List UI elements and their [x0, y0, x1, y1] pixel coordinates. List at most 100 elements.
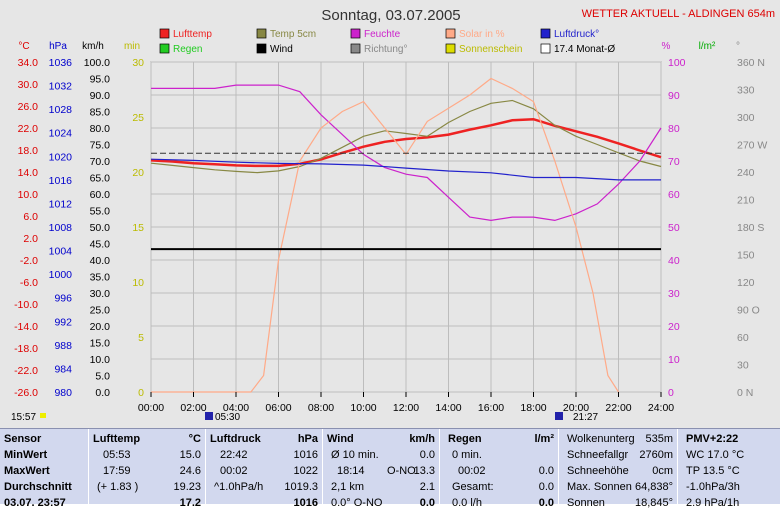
- sunset-icon: [555, 412, 563, 420]
- lufttemp-trend: (+ 1.83 ): [97, 481, 139, 493]
- sunrise-icon: [205, 412, 213, 420]
- pressure-tick: 1036: [49, 57, 73, 69]
- direction-tick: 210: [737, 195, 755, 207]
- legend-swatch: [350, 43, 361, 54]
- sun-tick: 0: [138, 387, 144, 399]
- stats-table: Sensor MinWert MaxWert Durchschnitt 03.0…: [0, 428, 780, 509]
- left-marker-icon: [40, 413, 46, 418]
- wind-tick: 55.0: [90, 206, 111, 218]
- rain-unit: l/m²: [699, 41, 716, 52]
- wind-tick: 75.0: [90, 140, 111, 152]
- regen-total: 0.0: [538, 481, 554, 493]
- legend-swatch: [256, 43, 267, 54]
- regen-duration: 0 min.: [452, 449, 482, 461]
- temp-tick: 2.0: [23, 233, 38, 245]
- pressure-tick: 988: [54, 340, 72, 352]
- snow-depth: 0cm: [652, 465, 673, 477]
- wind-tick: 95.0: [90, 74, 111, 86]
- wind-tick: 0.0: [95, 387, 110, 399]
- pmv-column: PMV+2:22 WC 17.0 °C TP 13.5 °C -1.0hPa/3…: [678, 429, 780, 509]
- luftdruck-trend: ^1.0hPa/h: [214, 481, 264, 493]
- legend-label: Richtung°: [364, 44, 407, 55]
- wind-tick: 100.0: [84, 57, 110, 69]
- pressure-tick: 980: [54, 387, 72, 399]
- wind-tick: 15.0: [90, 338, 111, 350]
- humidity-tick: 30: [668, 288, 680, 300]
- pressure-tick: 1012: [49, 198, 73, 210]
- wind-unit: km/h: [409, 433, 435, 445]
- avg-label: Durchschnitt: [4, 481, 72, 493]
- wind-max-dir: O-NO: [387, 465, 416, 477]
- sun-angle: 18,845°: [634, 497, 673, 509]
- regen-max: 0.0: [538, 465, 554, 477]
- sensor-column: Sensor MinWert MaxWert Durchschnitt 03.0…: [0, 429, 89, 509]
- temp-tick: -18.0: [14, 343, 38, 355]
- humidity-tick: 20: [668, 321, 680, 333]
- pressure-tick: 1032: [49, 81, 73, 93]
- pressure-tick: 1024: [49, 128, 73, 140]
- wind-tick: 10.0: [90, 354, 111, 366]
- x-tick-label: 16:00: [478, 402, 504, 414]
- series-layer: [150, 77, 662, 393]
- legend-label: Regen: [173, 44, 202, 55]
- regen-current: 0.0: [538, 497, 554, 509]
- temp-tick: 22.0: [18, 123, 39, 135]
- temp-tick: -26.0: [14, 387, 38, 399]
- x-tick-label: 14:00: [435, 402, 461, 414]
- cloud-base: 535m: [645, 433, 673, 445]
- sunrise-time: 05:30: [215, 412, 240, 423]
- humidity-tick: 90: [668, 90, 680, 102]
- x-tick-label: 00:00: [138, 402, 164, 414]
- humidity-tick: 60: [668, 189, 680, 201]
- chart-title: Sonntag, 03.07.2005: [321, 7, 460, 24]
- sun-label: Sonnen: [567, 497, 605, 509]
- temp-tick: 34.0: [18, 57, 39, 69]
- direction-tick: 270 W: [737, 140, 767, 152]
- luftdruck-avg: 1019.3: [284, 481, 318, 493]
- station-label: WETTER AKTUELL - ALDINGEN 654m: [582, 8, 775, 20]
- luftdruck-max: 1022: [293, 465, 318, 477]
- x-tick-label: 24:00: [648, 402, 674, 414]
- lufttemp-column: Lufttemp °C 05:53 15.0 17:59 24.6 (+ 1.83 )…: [89, 429, 206, 509]
- wind-tick: 85.0: [90, 107, 111, 119]
- wind-tick: 50.0: [90, 222, 111, 234]
- left-time-marker: 15:57: [11, 412, 36, 423]
- wind-tick: 30.0: [90, 288, 111, 300]
- x-tick-label: 10:00: [350, 402, 376, 414]
- x-tick-label: 20:00: [563, 402, 589, 414]
- wind-max: 13.3: [413, 465, 435, 477]
- sun-tick: 30: [132, 57, 144, 69]
- pressure-unit: hPa: [49, 41, 67, 52]
- direction-tick: 150: [737, 250, 755, 262]
- pressure-tick: 996: [54, 293, 72, 305]
- x-tick-label: 08:00: [308, 402, 334, 414]
- legend-label: Sonnenschein: [459, 44, 522, 55]
- direction-tick: 300: [737, 112, 755, 124]
- lufttemp-min: 15.0: [179, 449, 201, 461]
- legend-swatch: [350, 28, 361, 39]
- sun-tick: 5: [138, 332, 144, 344]
- lufttemp-min-time: 05:53: [103, 449, 131, 461]
- x-axis: 00:00 02:00 04:00 06:00 08:00 10:00 12:00 14:00…: [138, 392, 674, 414]
- pressure-tick: 1028: [49, 104, 73, 116]
- temp-tick: 26.0: [18, 101, 39, 113]
- legend-label: Luftdruck°: [554, 29, 599, 40]
- temp-tick: -6.0: [20, 277, 38, 289]
- pressure-tick: 1000: [49, 269, 73, 281]
- dewpoint: TP 13.5 °C: [686, 465, 740, 477]
- temp-tick: 30.0: [18, 79, 39, 91]
- direction-tick: 180 S: [737, 222, 764, 234]
- wind-tick: 80.0: [90, 123, 111, 135]
- pressure-tick: 992: [54, 316, 72, 328]
- legend-label: Feuchte: [364, 29, 401, 40]
- legend-label: Wind: [270, 44, 293, 55]
- windchill: WC 17.0 °C: [686, 449, 745, 461]
- wind-current: 0.0: [419, 497, 435, 509]
- wind-tick: 35.0: [90, 272, 111, 284]
- temp-unit: °C: [18, 41, 29, 52]
- direction-tick: 360 N: [737, 57, 765, 69]
- snow-depth-label: Schneehöhe: [567, 465, 629, 477]
- humidity-tick: 50: [668, 222, 680, 234]
- temp-tick: -10.0: [14, 299, 38, 311]
- pressure-tick: 984: [54, 363, 72, 375]
